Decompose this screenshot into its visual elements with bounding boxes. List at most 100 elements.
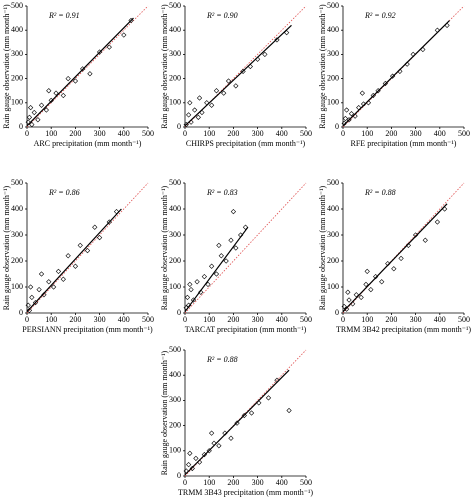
y-tick-label: 200 (169, 73, 181, 82)
data-point (186, 112, 192, 118)
x-tick-label: 400 (276, 129, 288, 138)
x-tick-label: 0 (183, 315, 187, 324)
data-point (274, 37, 280, 43)
y-tick-label: 100 (169, 282, 181, 291)
x-axis-label: RFE precipitation (mm month⁻¹) (351, 139, 457, 148)
x-tick-label: 300 (94, 315, 106, 324)
data-point (342, 115, 349, 122)
x-tick-label: 0 (25, 315, 29, 324)
x-tick-label: 400 (118, 315, 130, 324)
data-point (60, 92, 66, 99)
data-point (221, 90, 227, 96)
y-tick-label: 300 (327, 230, 339, 239)
y-tick-label: 0 (177, 471, 181, 480)
data-point (240, 68, 246, 74)
data-point (50, 284, 57, 290)
x-tick-label: 300 (252, 315, 264, 324)
r-squared: R² = 0.90 (206, 11, 238, 20)
data-point (121, 32, 127, 38)
fit-line (184, 24, 292, 127)
data-point (201, 273, 207, 280)
y-tick-label: 200 (169, 256, 181, 265)
y-tick-label: 400 (169, 204, 181, 213)
y-tick-label: 400 (169, 25, 181, 34)
data-point (84, 247, 91, 254)
y-tick-label: 200 (327, 256, 339, 265)
data-point (55, 268, 62, 275)
y-tick-label: 100 (169, 98, 181, 107)
y-tick-label: 500 (327, 1, 339, 10)
fit-line (184, 369, 290, 476)
data-point (241, 412, 247, 419)
data-point (198, 289, 204, 295)
data-point (233, 83, 239, 89)
data-point (36, 286, 42, 293)
data-point (72, 78, 79, 84)
y-axis-label: Rain gauge observation (mm month⁻¹) (318, 185, 327, 310)
data-point (230, 208, 237, 215)
data-point (65, 75, 71, 82)
y-tick-label: 100 (11, 98, 23, 107)
data-point (46, 88, 52, 94)
y-axis-label: Rain gauge observation (mm month⁻¹) (160, 350, 169, 475)
y-tick-label: 500 (11, 1, 23, 10)
data-point (213, 271, 220, 277)
y-tick-label: 200 (11, 256, 23, 265)
data-point (262, 51, 268, 58)
y-tick-label: 400 (11, 25, 23, 34)
data-point (346, 297, 352, 303)
x-tick-label: 0 (183, 129, 187, 138)
x-tick-label: 100 (203, 129, 215, 138)
data-point (196, 95, 203, 101)
fit-line (342, 20, 450, 127)
x-tick-label: 400 (276, 315, 288, 324)
x-tick-label: 500 (300, 315, 312, 324)
data-point (434, 219, 441, 225)
data-point (344, 107, 350, 113)
x-tick-label: 400 (434, 315, 446, 324)
data-point (29, 121, 35, 128)
y-tick-label: 0 (19, 122, 23, 131)
x-axis-label: TRMM 3B42 precipitation (mm month⁻¹) (336, 325, 471, 334)
data-point (213, 88, 220, 94)
data-point (26, 114, 33, 120)
data-point (53, 90, 59, 96)
data-point (353, 292, 359, 298)
data-point (344, 306, 350, 312)
y-tick-label: 200 (327, 73, 339, 82)
data-point (96, 234, 103, 241)
data-point (345, 289, 351, 295)
x-tick-label: 400 (276, 478, 288, 487)
data-point (206, 448, 212, 454)
y-tick-label: 400 (169, 370, 181, 379)
data-point (233, 245, 239, 251)
x-tick-label: 500 (300, 129, 312, 138)
y-axis-label: Rain gauge observation (mm month⁻¹) (160, 4, 169, 129)
y-axis-label: Rain gauge observation (mm month⁻¹) (160, 185, 169, 310)
y-tick-label: 500 (11, 178, 23, 187)
data-point (248, 410, 255, 416)
y-tick-label: 0 (177, 122, 181, 131)
x-tick-label: 400 (118, 129, 130, 138)
y-tick-label: 500 (169, 345, 181, 354)
data-point (216, 242, 222, 249)
x-axis-label: PERSIANN precipitation (mm month⁻¹) (22, 325, 153, 334)
data-point (72, 263, 79, 269)
data-point (29, 294, 35, 301)
data-point (234, 420, 240, 426)
data-point (364, 268, 370, 275)
x-tick-label: 200 (227, 478, 239, 487)
data-point (379, 279, 385, 285)
r-squared: R² = 0.83 (206, 188, 238, 197)
x-tick-label: 100 (361, 315, 373, 324)
x-tick-label: 200 (227, 129, 239, 138)
y-axis-label: Rain gauge observation (mm month⁻¹) (2, 4, 11, 129)
y-tick-label: 200 (11, 73, 23, 82)
y-tick-label: 300 (11, 230, 23, 239)
data-point (422, 237, 428, 243)
x-tick-label: 0 (341, 129, 345, 138)
data-point (194, 279, 200, 285)
x-axis-label: CHIRPS precipitation (mm month⁻¹) (186, 139, 306, 148)
data-point (46, 279, 52, 285)
y-tick-label: 400 (11, 204, 23, 213)
